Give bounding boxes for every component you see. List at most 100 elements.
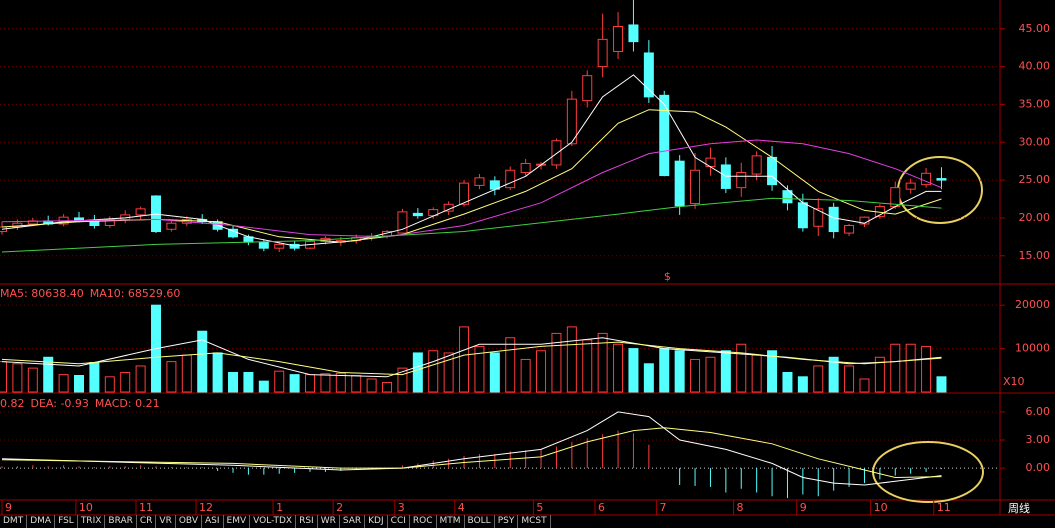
- candle-body: [767, 156, 778, 186]
- volume-bar: [705, 356, 716, 393]
- volume-bar: [428, 350, 439, 393]
- volume-bar: [289, 374, 300, 393]
- indicator-tab[interactable]: EMV: [224, 515, 251, 528]
- x-tick-label: 8: [737, 501, 744, 514]
- candle-body: [674, 160, 685, 207]
- volume-bar: [566, 326, 577, 393]
- volume-bar: [274, 370, 285, 393]
- volume-bar: [921, 345, 932, 393]
- volume-bar: [936, 376, 947, 393]
- volume-bar: [382, 381, 393, 393]
- volume-bar: [459, 326, 470, 393]
- indicator-tab[interactable]: TRIX: [78, 515, 106, 528]
- volume-bar: [582, 339, 593, 393]
- y-tick-label: 20.00: [1019, 211, 1051, 224]
- indicator-tab[interactable]: MTM: [437, 515, 465, 528]
- volume-bar: [536, 350, 547, 393]
- candle-body: [258, 241, 269, 249]
- indicator-tab[interactable]: BRAR: [105, 515, 137, 528]
- volume-bar: [736, 343, 747, 393]
- candle-body: [905, 182, 916, 190]
- volume-bar: [12, 363, 23, 393]
- period-label[interactable]: 周线: [1008, 502, 1030, 515]
- volume-bar: [43, 356, 54, 393]
- indicator-tab[interactable]: DMA: [27, 515, 56, 528]
- y-tick-label: 0.00: [1026, 461, 1051, 474]
- indicator-tab[interactable]: FSL: [55, 515, 78, 528]
- y-tick-label: 45.00: [1019, 22, 1051, 35]
- volume-bar: [674, 350, 685, 393]
- candle-body: [412, 212, 423, 217]
- indicator-value: MACD: 0.21: [95, 397, 160, 410]
- indicator-tab[interactable]: ROC: [410, 515, 437, 528]
- volume-bar: [197, 330, 208, 393]
- volume-bar: [320, 373, 331, 393]
- volume-bar: [505, 337, 516, 393]
- candle-body: [520, 162, 531, 174]
- indicator-value: MA10: 68529.60: [90, 287, 181, 300]
- indicator-tab[interactable]: MCST: [518, 515, 551, 528]
- volume-bar: [520, 358, 531, 393]
- indicator-value: 0.82: [0, 397, 25, 410]
- volume-bar: [305, 374, 316, 393]
- x-tick-label: 3: [398, 501, 405, 514]
- indicator-tab[interactable]: BOLL: [465, 515, 495, 528]
- indicator-tab[interactable]: SAR: [340, 515, 366, 528]
- candle-body: [659, 94, 670, 177]
- volume-bar: [366, 378, 377, 393]
- x-tick-label: 11: [139, 501, 153, 514]
- candle-body: [397, 211, 408, 234]
- candle-body: [828, 206, 839, 233]
- indicator-tab[interactable]: RSI: [296, 515, 318, 528]
- average-line: [1, 109, 942, 243]
- average-line: [1, 197, 942, 253]
- indicator-tab[interactable]: VOL-TDX: [250, 515, 297, 528]
- x-tick-label: 11: [937, 501, 951, 514]
- x-tick-label: 4: [458, 501, 465, 514]
- x-tick-label: 2: [336, 501, 343, 514]
- indicator-tab[interactable]: CCI: [388, 515, 410, 528]
- y-tick-label: 25.00: [1019, 173, 1051, 186]
- volume-bar: [351, 375, 362, 393]
- y-tick-label: 10000: [1015, 342, 1050, 355]
- average-line: [1, 427, 942, 479]
- candle-body: [135, 208, 146, 216]
- volume-bar: [335, 372, 346, 393]
- candle-body: [474, 177, 485, 186]
- indicator-tab[interactable]: CR: [137, 515, 157, 528]
- y-tick-label: 40.00: [1019, 60, 1051, 73]
- volume-bar: [181, 354, 192, 393]
- volume-bar: [613, 343, 624, 393]
- volume-bar: [27, 367, 38, 393]
- volume-bar: [212, 352, 223, 393]
- indicator-tabs: DMT DMA FSL TRIX BRAR CR VR OBV ASI EMV VOL-TDX RSI…: [0, 515, 551, 528]
- x-tick-label: 9: [5, 501, 12, 514]
- volume-bar: [135, 365, 146, 393]
- indicator-tab[interactable]: OBV: [176, 515, 202, 528]
- y-tick-label: 3.00: [1026, 433, 1051, 446]
- x-tick-label: 5: [536, 501, 543, 514]
- indicator-tab[interactable]: KDJ: [365, 515, 388, 528]
- volume-bar: [0, 361, 8, 393]
- candle-body: [459, 182, 470, 205]
- volume-bar: [104, 376, 115, 393]
- y-tick-label: 6.00: [1026, 405, 1051, 418]
- x-tick-label: 12: [199, 501, 213, 514]
- candle-body: [736, 172, 747, 189]
- indicator-tab[interactable]: VR: [156, 515, 176, 528]
- volume-bar: [844, 365, 855, 393]
- candle-body: [551, 140, 562, 166]
- indicator-tab[interactable]: PSY: [495, 515, 519, 528]
- candle-body: [582, 75, 593, 102]
- indicator-tab[interactable]: ASI: [202, 515, 224, 528]
- volume-bar: [489, 352, 500, 393]
- y-tick-label: 35.00: [1019, 97, 1051, 110]
- y-tick-label: 30.00: [1019, 135, 1051, 148]
- candle-body: [566, 98, 577, 145]
- volume-bar: [443, 352, 454, 393]
- volume-bar: [58, 374, 69, 393]
- indicator-tab[interactable]: DMT: [0, 515, 28, 528]
- indicator-tab[interactable]: WR: [318, 515, 340, 528]
